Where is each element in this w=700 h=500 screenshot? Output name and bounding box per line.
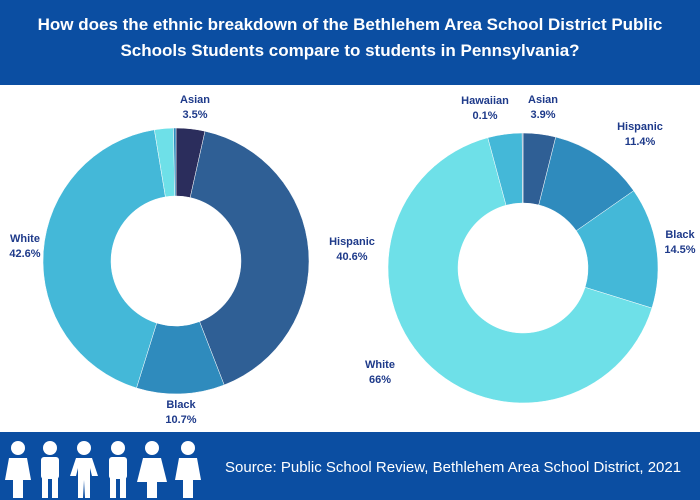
slice	[387, 137, 653, 404]
slice-label: Hispanic	[617, 121, 663, 133]
value-label: 10.7%	[165, 414, 196, 426]
slice-label: Black	[166, 399, 196, 411]
slice-label: Asian	[180, 94, 210, 106]
header	[0, 0, 700, 85]
value-label: 3.5%	[182, 109, 207, 121]
source: Source: Public School Review, Bethlehem …	[225, 459, 681, 476]
slice-label: Hawaiian	[461, 95, 509, 107]
chart-title: How does the ethnic breakdown of the Bet…	[37, 15, 663, 60]
value-label: 66%	[369, 374, 391, 386]
slice-label: Hispanic	[329, 236, 375, 248]
slice	[521, 132, 524, 204]
value-label: 3.9%	[530, 109, 555, 121]
value-label: 0.1%	[472, 110, 497, 122]
slice-label: White	[365, 359, 395, 371]
value-label: 11.4%	[625, 136, 656, 148]
slice	[42, 129, 166, 389]
value-label: 40.6%	[336, 251, 367, 263]
slice-label: Black	[665, 229, 695, 241]
value-label: 42.6%	[9, 248, 40, 260]
slice	[173, 127, 177, 197]
slice-label: White	[10, 233, 40, 245]
slice	[189, 130, 310, 386]
value-label: 14.5%	[664, 244, 695, 256]
people-icons	[5, 441, 201, 498]
slice-label: Asian	[528, 94, 558, 106]
title-box: How does the ethnic breakdown of the Bet…	[37, 15, 663, 60]
